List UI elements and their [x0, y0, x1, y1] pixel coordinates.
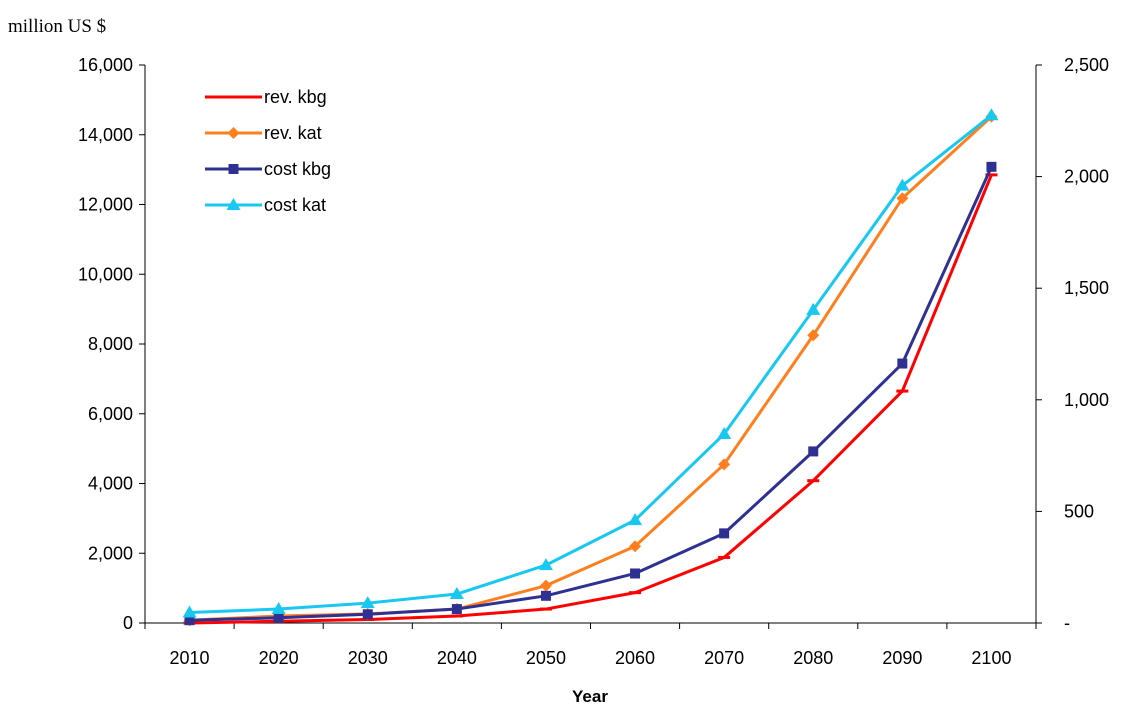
- legend-item: rev. kat: [205, 123, 322, 143]
- data-point: [897, 358, 908, 369]
- legend-label: cost kbg: [264, 159, 331, 179]
- series-cost-kat: [182, 108, 999, 618]
- data-point: [986, 161, 997, 172]
- x-tick-label: 2030: [348, 648, 388, 668]
- legend-label: rev. kat: [264, 123, 322, 143]
- right-y-tick-label: 500: [1064, 501, 1094, 521]
- x-tick-label: 2010: [170, 648, 210, 668]
- right-y-tick-label: 1,000: [1064, 390, 1109, 410]
- series-cost-kbg: [184, 161, 997, 626]
- x-tick-label: 2060: [615, 648, 655, 668]
- y-unit-label: million US $: [8, 16, 106, 37]
- series-rev-kat: [183, 110, 998, 627]
- x-tick-label: 2050: [526, 648, 566, 668]
- data-point: [630, 568, 641, 579]
- right-y-tick-label: 2,000: [1064, 167, 1109, 187]
- legend: rev. kbg rev. kat cost kbg cost kat: [205, 87, 331, 215]
- x-tick-label: 2090: [882, 648, 922, 668]
- legend-label: rev. kbg: [264, 87, 327, 107]
- data-point: [896, 192, 909, 205]
- legend-item: cost kat: [205, 195, 326, 215]
- data-point: [227, 127, 240, 139]
- data-point: [271, 602, 286, 615]
- data-point: [984, 108, 999, 121]
- data-point: [539, 579, 552, 592]
- data-point: [628, 513, 643, 526]
- left-y-tick-label: 16,000: [78, 55, 133, 75]
- data-point: [362, 609, 373, 620]
- left-y-tick-label: 6,000: [88, 404, 133, 424]
- x-axis-title: Year: [572, 687, 608, 706]
- legend-item: cost kbg: [205, 159, 331, 179]
- data-point: [182, 605, 197, 618]
- data-point: [717, 426, 732, 439]
- data-point: [719, 528, 730, 539]
- x-tick-label: 2100: [971, 648, 1011, 668]
- right-y-tick-label: -: [1064, 613, 1070, 633]
- data-point: [895, 178, 910, 191]
- series-line: [189, 174, 993, 625]
- x-tick-label: 2070: [704, 648, 744, 668]
- data-point: [718, 458, 731, 471]
- series-layer: [182, 108, 999, 627]
- x-tick-label: 2040: [437, 648, 477, 668]
- data-point: [360, 596, 375, 609]
- data-point: [449, 587, 464, 600]
- data-point: [807, 329, 820, 342]
- data-point: [806, 302, 821, 315]
- left-y-tick-label: 14,000: [78, 125, 133, 145]
- data-point: [226, 198, 241, 210]
- data-point: [540, 590, 551, 601]
- legend-item: rev. kbg: [205, 87, 327, 107]
- left-y-tick-label: 4,000: [88, 474, 133, 494]
- data-point: [538, 558, 553, 571]
- left-y-tick-label: 2,000: [88, 543, 133, 563]
- data-point: [228, 164, 239, 174]
- series-line: [189, 115, 993, 622]
- data-point: [184, 615, 195, 626]
- x-tick-label: 2020: [259, 648, 299, 668]
- data-point: [451, 604, 462, 615]
- data-point: [273, 612, 284, 623]
- legend-label: cost kat: [264, 195, 326, 215]
- left-y-tick-label: 12,000: [78, 195, 133, 215]
- right-y-tick-label: 2,500: [1064, 55, 1109, 75]
- left-y-tick-label: 8,000: [88, 334, 133, 354]
- data-point: [808, 446, 819, 457]
- axes: 0 2,000 4,000 6,000 8,000 10,000 12,000 14,000 1…: [78, 55, 1109, 668]
- left-y-tick-label: 10,000: [78, 264, 133, 284]
- series-line: [189, 166, 993, 622]
- left-y-tick-label: 0: [123, 613, 133, 633]
- data-point: [629, 540, 642, 553]
- x-tick-label: 2080: [793, 648, 833, 668]
- series-line: [189, 114, 993, 615]
- right-y-tick-label: 1,500: [1064, 278, 1109, 298]
